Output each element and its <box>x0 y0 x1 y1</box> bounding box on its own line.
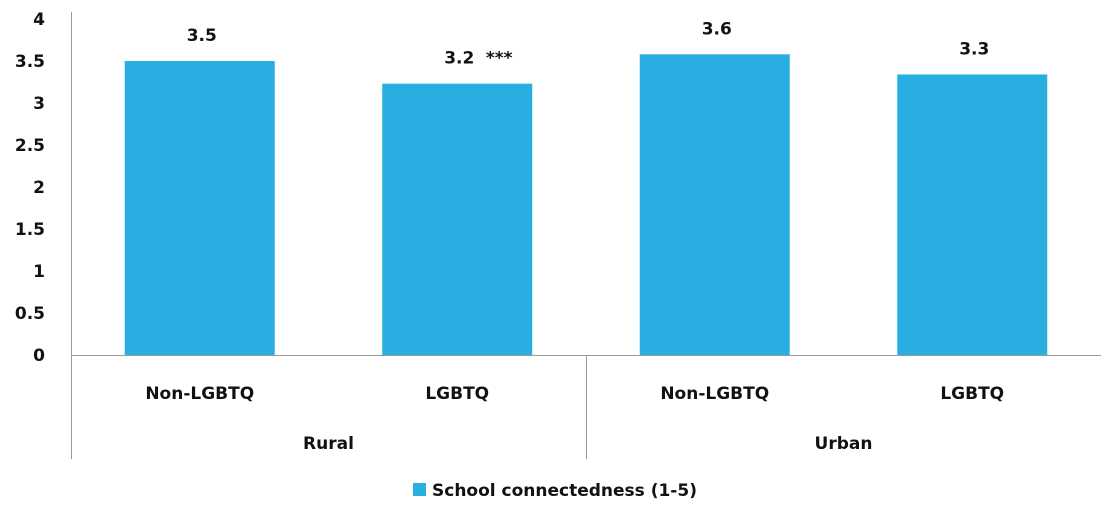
group-label: Rural <box>303 434 354 454</box>
bars <box>124 54 1048 356</box>
bar <box>639 54 790 355</box>
category-labels: Non-LGBTQ LGBTQ Non-LGBTQ LGBTQ <box>145 384 1004 404</box>
legend: School connectedness (1-5) <box>413 481 697 501</box>
category-label: LGBTQ <box>940 384 1004 404</box>
category-label: Non-LGBTQ <box>660 384 769 404</box>
category-label: Non-LGBTQ <box>145 384 254 404</box>
legend-label: School connectedness (1-5) <box>432 481 697 501</box>
axes <box>71 12 1101 459</box>
y-tick-label: 0.5 <box>15 304 45 324</box>
y-tick-label: 0 <box>33 346 45 366</box>
y-tick-label: 2 <box>33 178 45 198</box>
legend-swatch <box>413 483 426 496</box>
data-label: 3.3 <box>959 39 989 59</box>
data-label: 3.2 <box>444 49 474 69</box>
y-tick-label: 2.5 <box>15 136 45 156</box>
significance-annotation: *** <box>486 49 513 69</box>
data-label: 3.6 <box>702 19 732 39</box>
category-label: LGBTQ <box>425 384 489 404</box>
y-tick-label: 3.5 <box>15 52 45 72</box>
group-labels: Rural Urban <box>303 434 872 454</box>
data-label: 3.5 <box>187 26 217 46</box>
data-labels: 3.5 3.2 *** 3.6 3.3 <box>187 19 990 68</box>
y-tick-label: 1 <box>33 262 45 282</box>
y-tick-label: 1.5 <box>15 220 45 240</box>
y-tick-label: 3 <box>33 94 45 114</box>
y-tick-label: 4 <box>33 10 45 30</box>
bar <box>897 74 1048 355</box>
bar <box>124 61 275 355</box>
group-label: Urban <box>815 434 873 454</box>
bar <box>382 83 533 356</box>
y-axis-ticks: 0 0.5 1 1.5 2 2.5 3 3.5 4 <box>15 10 45 366</box>
